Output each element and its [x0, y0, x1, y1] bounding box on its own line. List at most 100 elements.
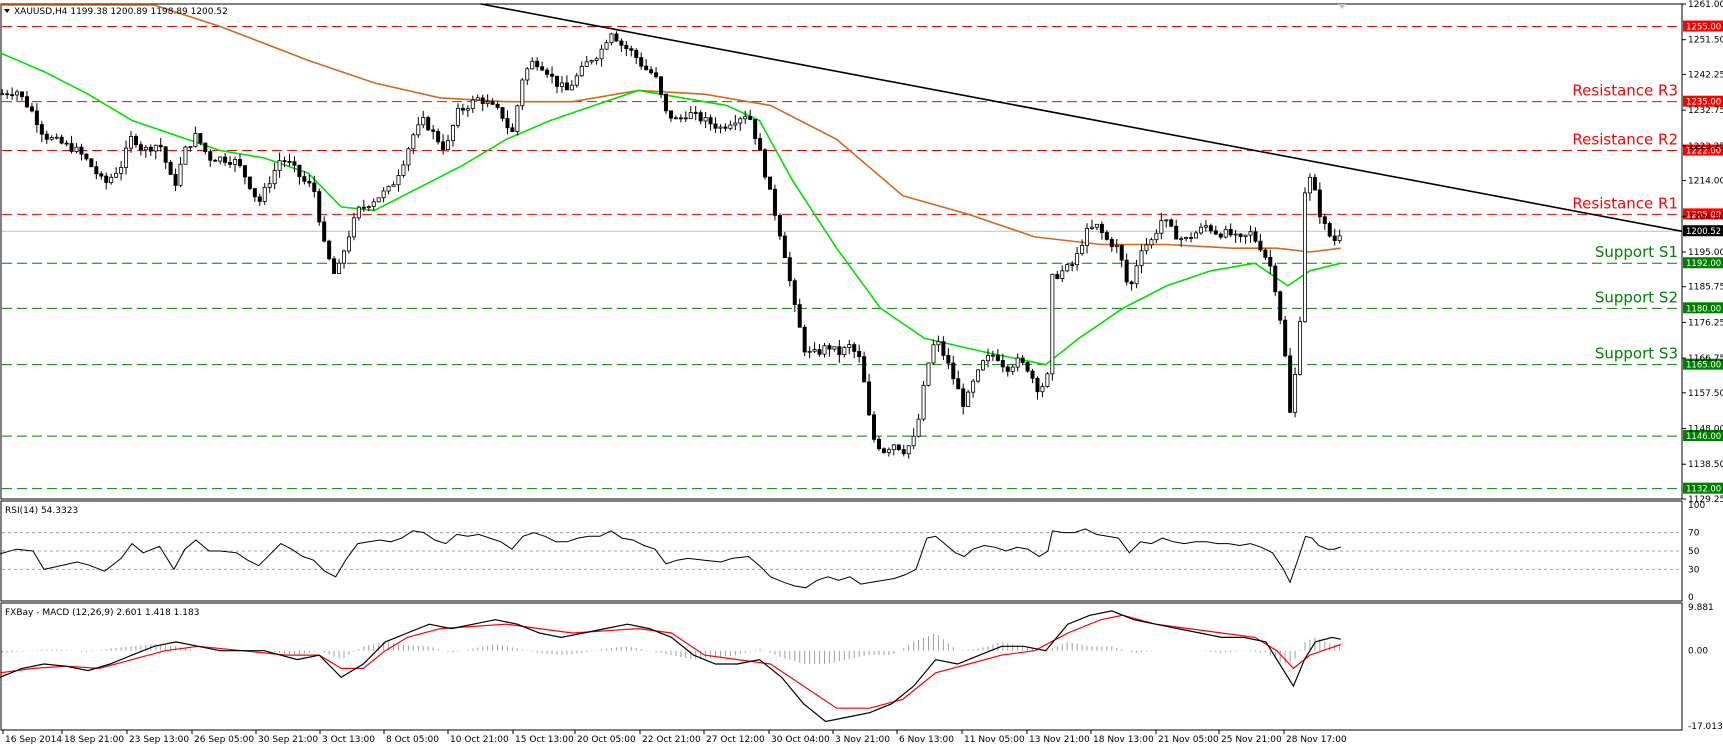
price-tick-label: 1148.00	[1688, 425, 1723, 435]
candle-body	[956, 378, 961, 390]
time-tick-label: 8 Oct 05:00	[386, 735, 439, 745]
time-tick-label: 10 Oct 21:00	[450, 735, 509, 745]
candle-body	[545, 69, 550, 75]
candle-body	[1268, 256, 1273, 267]
candle-body	[431, 129, 436, 132]
candle-body	[99, 173, 104, 177]
shift-marker-icon[interactable]	[1338, 4, 1346, 9]
level-price-box	[1683, 95, 1723, 107]
level-price-box	[1683, 257, 1723, 269]
candle-body	[644, 65, 649, 71]
candle-body	[223, 156, 228, 163]
candle-body	[554, 75, 559, 87]
candle-body	[1243, 234, 1248, 237]
macd-header: FXBay - MACD (12,26,9) 2.601 1.418 1.183	[5, 608, 199, 618]
candle-body	[758, 138, 763, 151]
candle-body	[1322, 216, 1327, 224]
candle-body	[39, 124, 44, 135]
ma-fast-layer	[0, 52, 1341, 366]
candle-body	[237, 159, 242, 167]
macd-layer: 9.881 0.00 -17.013	[0, 603, 1723, 732]
candle-body	[1149, 239, 1154, 246]
candle-body	[341, 250, 346, 264]
time-tick-label: 6 Nov 13:00	[899, 735, 954, 745]
collapse-triangle-icon[interactable]	[4, 9, 10, 13]
candle-body	[683, 117, 688, 120]
candle-body	[114, 172, 119, 178]
candle-body	[1179, 238, 1184, 241]
candle-body	[1189, 237, 1194, 239]
rsi-line	[0, 528, 1341, 589]
candle-body	[1169, 219, 1174, 227]
candle-body	[1144, 244, 1149, 252]
level-price-label: 1222.00	[1686, 147, 1721, 157]
candle-body	[520, 79, 525, 107]
time-tick-label: 26 Sep 05:00	[194, 735, 254, 745]
price-axis: 1261.00 1251.50 1242.25 1232.75 1223.25 1214.…	[1682, 0, 1723, 505]
candle-body	[550, 73, 555, 77]
candle-body	[1075, 253, 1080, 266]
candle-body	[867, 381, 872, 416]
candle-body	[881, 448, 886, 453]
level-price-label: 1255.00	[1686, 23, 1721, 33]
candle-body	[277, 160, 282, 171]
candle-body	[693, 112, 698, 114]
price-tick-label: 1214.00	[1688, 177, 1723, 187]
candle-body	[242, 165, 247, 178]
macd-signal-line	[0, 614, 1341, 709]
candle-body	[827, 345, 832, 350]
time-tick-label: 22 Oct 21:00	[642, 735, 701, 745]
candle-body	[89, 158, 94, 168]
candle-body	[94, 166, 99, 175]
macd-tick-label: -17.013	[1688, 722, 1723, 732]
candle-body	[688, 112, 693, 119]
time-tick-label: 20 Oct 05:00	[577, 735, 636, 745]
candle-body	[396, 174, 401, 186]
price-tick-label: 1185.75	[1688, 283, 1723, 293]
candle-body	[416, 124, 421, 136]
candle-body	[1159, 220, 1164, 234]
candle-body	[1114, 244, 1119, 248]
candle-body	[1119, 244, 1124, 261]
candle-body	[104, 175, 109, 183]
candle-body	[649, 69, 654, 74]
rsi-layer: 100 70 50 30 0	[0, 501, 1705, 603]
candle-body	[787, 257, 792, 282]
candle-body	[371, 201, 376, 207]
macd-tick-label: 9.881	[1688, 603, 1714, 613]
candle-body	[1283, 319, 1288, 357]
candle-body	[133, 136, 138, 146]
candle-body	[1253, 231, 1258, 242]
current-price-label: 1200.52	[1686, 227, 1721, 237]
price-tick-label: 1176.25	[1688, 318, 1723, 328]
time-tick-label: 23 Sep 13:00	[129, 735, 189, 745]
candle-body	[163, 146, 168, 163]
candle-body	[465, 108, 470, 111]
candle-body	[1203, 225, 1208, 228]
candle-body	[1015, 357, 1020, 368]
candle-body	[733, 122, 738, 126]
candle-body	[659, 76, 664, 95]
candle-body	[361, 206, 366, 209]
time-tick-label: 16 Sep 2014	[5, 735, 62, 745]
candle-body	[5, 93, 10, 96]
candle-body	[1223, 228, 1228, 238]
candle-body	[772, 188, 777, 216]
candle-body	[391, 184, 396, 187]
candle-body	[832, 346, 837, 350]
candle-body	[1213, 230, 1218, 235]
candle-body	[1124, 259, 1129, 283]
candle-body	[564, 82, 569, 91]
candle-body	[1139, 250, 1144, 267]
level-price-box	[1683, 430, 1723, 442]
candle-body	[976, 369, 981, 382]
candle-body	[1035, 377, 1040, 393]
price-tick-label: 1251.50	[1688, 36, 1723, 46]
candle-body	[233, 159, 238, 165]
time-tick-label: 30 Sep 21:00	[258, 735, 318, 745]
candle-body	[738, 118, 743, 124]
ma-slow-line	[0, 4, 1341, 253]
candle-body	[589, 60, 594, 63]
candle-body	[1198, 226, 1203, 234]
candle-body	[351, 217, 356, 238]
